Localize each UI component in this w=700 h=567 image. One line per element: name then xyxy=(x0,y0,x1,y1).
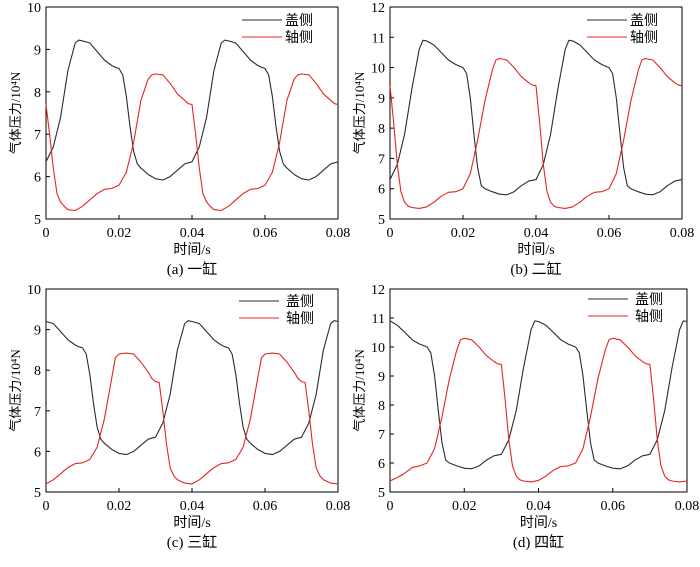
x-tick-label: 0.02 xyxy=(107,226,132,241)
y-axis-label: 气体压力/10⁴N xyxy=(8,349,23,432)
panel-caption: (c) 三缸 xyxy=(167,533,217,551)
x-tick-label: 0 xyxy=(43,226,50,241)
y-tick-label: 12 xyxy=(371,283,385,298)
x-tick-label: 0 xyxy=(387,499,394,514)
y-tick-label: 6 xyxy=(378,457,385,472)
legend-label: 轴侧 xyxy=(285,30,313,46)
x-tick-label: 0 xyxy=(43,499,50,514)
y-tick-label: 7 xyxy=(34,405,41,420)
x-axis-label: 时间/s xyxy=(173,242,210,258)
panel-caption: (b) 二缸 xyxy=(510,260,561,278)
y-tick-label: 8 xyxy=(378,122,385,137)
legend-label: 盖侧 xyxy=(286,294,314,310)
chart-panel-3: 5 6 7 8 9 10 0 0.02 0.04 0.06 0.08 时间/s 气体压力/10⁴N (c)… xyxy=(8,283,350,551)
y-tick-label: 11 xyxy=(372,312,385,327)
series-line-zhou-ce xyxy=(389,57,683,209)
x-tick-label: 0 xyxy=(387,226,394,241)
x-tick-label: 0.06 xyxy=(601,499,626,514)
x-tick-label: 0.08 xyxy=(326,499,351,514)
x-tick-label: 0.06 xyxy=(253,226,278,241)
y-tick-label: 9 xyxy=(378,92,385,107)
y-tick-label: 9 xyxy=(34,43,41,58)
series-line-gai-ce xyxy=(45,320,339,456)
y-tick-label: 10 xyxy=(371,341,385,356)
legend-label: 轴侧 xyxy=(286,311,314,327)
y-tick-label: 6 xyxy=(34,171,41,186)
y-tick-label: 7 xyxy=(378,152,385,167)
y-tick-label: 6 xyxy=(378,183,385,198)
y-tick-label: 8 xyxy=(378,399,385,414)
chart-panel-4: 5 6 7 8 9 10 11 12 0 0.02 0.04 0.06 0.08 时间/s 气体压力/10⁴… xyxy=(352,283,699,551)
x-tick-label: 0.06 xyxy=(597,226,622,241)
x-axis-label: 时间/s xyxy=(173,515,210,531)
x-tick-label: 0.04 xyxy=(526,499,551,514)
x-tick-label: 0.08 xyxy=(675,499,700,514)
x-tick-label: 0.06 xyxy=(253,499,278,514)
series-line-gai-ce xyxy=(389,39,683,196)
y-tick-label: 6 xyxy=(34,445,41,460)
y-tick-label: 10 xyxy=(371,62,385,77)
x-axis-label: 时间/s xyxy=(520,515,557,531)
y-tick-label: 5 xyxy=(378,486,385,501)
y-tick-label: 5 xyxy=(378,213,385,228)
series-line-zhou-ce xyxy=(45,73,339,212)
y-axis-label: 气体压力/10⁴N xyxy=(352,71,367,154)
y-tick-label: 10 xyxy=(27,283,41,298)
chart-panel-1: 5 6 7 8 9 10 0 0.02 0.04 0.06 0.08 时间/s 气体压力/10⁴N (a)… xyxy=(8,1,350,278)
y-tick-label: 9 xyxy=(34,324,41,339)
x-tick-label: 0.02 xyxy=(107,499,132,514)
panel-caption: (a) 一缸 xyxy=(167,260,217,278)
y-tick-label: 8 xyxy=(34,364,41,379)
x-tick-label: 0.04 xyxy=(524,226,549,241)
series-line-zhou-ce xyxy=(45,352,339,485)
legend-label: 盖侧 xyxy=(630,13,658,29)
y-tick-label: 11 xyxy=(372,31,385,46)
x-tick-label: 0.02 xyxy=(451,226,476,241)
legend-label: 轴侧 xyxy=(630,30,658,46)
x-tick-label: 0.04 xyxy=(180,499,205,514)
y-tick-label: 8 xyxy=(34,86,41,101)
y-tick-label: 7 xyxy=(34,128,41,143)
x-tick-label: 0.04 xyxy=(180,226,205,241)
y-tick-label: 7 xyxy=(378,428,385,443)
y-axis-label: 气体压力/10⁴N xyxy=(8,71,23,154)
y-tick-label: 5 xyxy=(34,213,41,228)
x-axis-label: 时间/s xyxy=(517,242,554,258)
y-tick-label: 12 xyxy=(371,1,385,16)
series-line-gai-ce xyxy=(389,320,688,470)
y-axis-label: 气体压力/10⁴N xyxy=(352,349,367,432)
y-tick-label: 5 xyxy=(34,486,41,501)
x-tick-label: 0.02 xyxy=(452,499,477,514)
legend-label: 轴侧 xyxy=(635,309,663,325)
x-tick-label: 0.08 xyxy=(326,226,351,241)
y-tick-label: 10 xyxy=(27,1,41,16)
legend-label: 盖侧 xyxy=(285,13,313,29)
series-line-gai-ce xyxy=(45,39,339,181)
legend-label: 盖侧 xyxy=(635,292,663,308)
x-tick-label: 0.08 xyxy=(670,226,695,241)
panel-caption: (d) 四缸 xyxy=(513,533,564,551)
series-line-zhou-ce xyxy=(389,337,688,483)
chart-panel-2: 5 6 7 8 9 10 11 12 0 0.02 0.04 0.06 0.08 时间/s 气体压力/10⁴… xyxy=(352,1,694,278)
y-tick-label: 9 xyxy=(378,370,385,385)
